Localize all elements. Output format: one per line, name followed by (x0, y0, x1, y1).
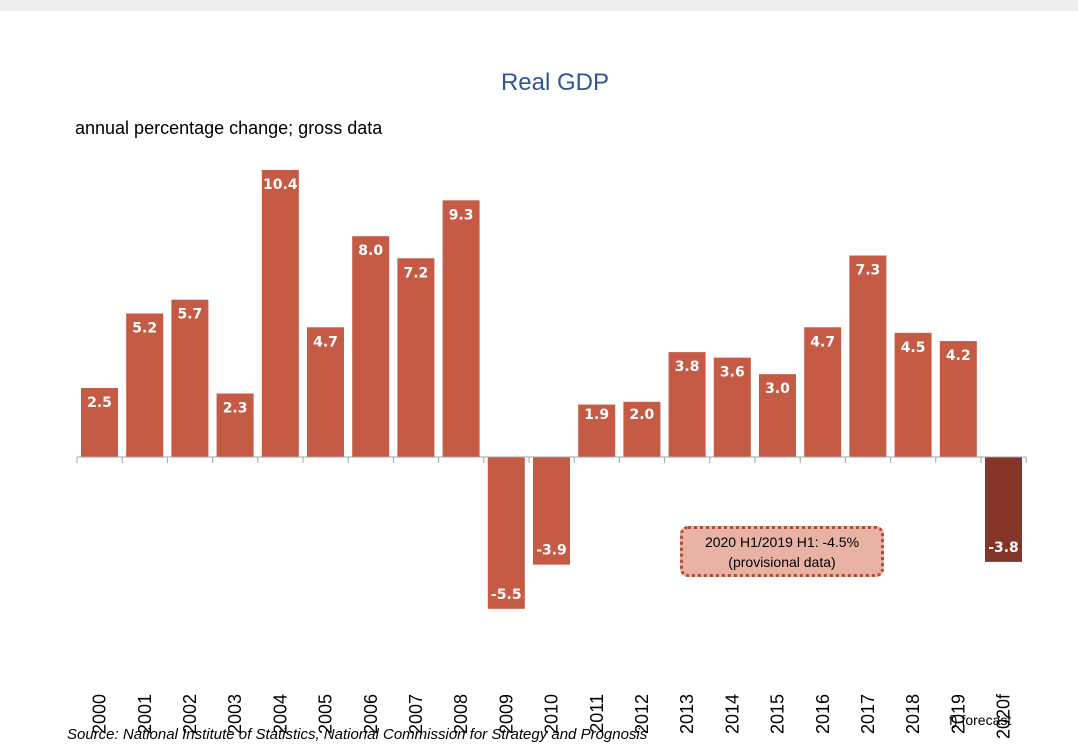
bar-2012 (623, 401, 661, 457)
x-tick-label-2000: 2000 (90, 694, 110, 734)
bar-2009 (487, 457, 525, 609)
bar-value-label-2003: 2.3 (223, 401, 248, 417)
x-tick-label-2015: 2015 (768, 694, 788, 734)
bar-2019 (939, 341, 977, 457)
bar-value-label-2014: 3.6 (720, 365, 745, 381)
bar-2016 (804, 327, 842, 457)
bar-value-label-2012: 2.0 (629, 407, 654, 423)
bar-2020f (985, 457, 1022, 562)
bar-value-label-2000: 2.5 (87, 395, 112, 411)
bar-2014 (713, 357, 751, 457)
bar-2015 (759, 374, 796, 457)
x-tick-label-2017: 2017 (858, 694, 878, 734)
x-tick-label-2012: 2012 (632, 694, 652, 734)
x-tick-label-2010: 2010 (542, 694, 562, 734)
x-tick-label-2011: 2011 (587, 694, 607, 733)
bar-value-label-2010: -3.9 (536, 543, 567, 559)
bar-2007 (397, 258, 435, 457)
bar-value-label-2009: -5.5 (491, 587, 522, 603)
top-bar (0, 0, 1078, 11)
bar-2008 (442, 200, 480, 457)
bar-value-label-2016: 4.7 (810, 334, 835, 350)
x-tick-label-2007: 2007 (406, 694, 426, 734)
x-tick-label-2009: 2009 (496, 694, 516, 734)
x-tick-label-2008: 2008 (451, 694, 471, 734)
bar-value-label-2013: 3.8 (675, 359, 700, 375)
x-tick-label-2001: 2001 (135, 694, 155, 734)
bar-value-label-2007: 7.2 (403, 265, 428, 281)
bar-value-label-2008: 9.3 (449, 207, 474, 223)
bar-value-label-2011: 1.9 (584, 407, 609, 423)
bar-2017 (849, 255, 887, 457)
x-tick-label-2002: 2002 (180, 694, 200, 734)
x-tick-label-2020f: 2020f (994, 693, 1014, 739)
bar-2003 (216, 393, 254, 457)
annotation-box: 2020 H1/2019 H1: -4.5% (provisional data… (680, 526, 884, 577)
chart-title: Real GDP (500, 69, 610, 96)
x-tick-label-2016: 2016 (813, 694, 833, 734)
bar-2001 (126, 313, 164, 457)
x-tick-label-2013: 2013 (677, 694, 697, 734)
bar-value-label-2006: 8.0 (358, 243, 383, 259)
bar-value-label-2001: 5.2 (132, 320, 157, 336)
bar-value-label-2018: 4.5 (901, 340, 926, 356)
bar-value-label-2019: 4.2 (946, 348, 971, 364)
annotation-line-2: (provisional data) (728, 554, 836, 570)
bar-value-label-2004: 10.4 (263, 177, 298, 193)
bar-2011 (578, 404, 616, 457)
bar-2010 (533, 457, 570, 565)
bar-2005 (307, 327, 344, 457)
bar-value-label-2002: 5.7 (177, 307, 202, 323)
x-tick-label-2003: 2003 (225, 694, 245, 734)
bar-value-label-2005: 4.7 (313, 334, 338, 350)
bar-2000 (81, 388, 118, 457)
forecast-footnote: f) forecast (949, 712, 1012, 728)
x-tick-label-2018: 2018 (903, 694, 923, 734)
chart-subtitle: annual percentage change; gross data (75, 118, 383, 138)
bar-2006 (352, 236, 390, 457)
bar-2018 (894, 332, 932, 457)
bar-value-label-2017: 7.3 (855, 263, 880, 279)
bar-value-label-2020f: -3.8 (988, 540, 1019, 556)
bar-2002 (171, 299, 209, 457)
bar-2013 (668, 352, 706, 457)
x-tick-label-2006: 2006 (361, 694, 381, 734)
bar-2004 (261, 169, 299, 457)
x-tick-label-2004: 2004 (270, 694, 290, 734)
bar-value-label-2015: 3.0 (765, 381, 790, 397)
x-tick-label-2005: 2005 (316, 694, 336, 734)
x-tick-label-2014: 2014 (722, 694, 742, 734)
annotation-line-1: 2020 H1/2019 H1: -4.5% (704, 534, 860, 550)
source-note: Source: National Institute of Statistics… (67, 726, 648, 743)
x-tick-label-2019: 2019 (948, 694, 968, 734)
